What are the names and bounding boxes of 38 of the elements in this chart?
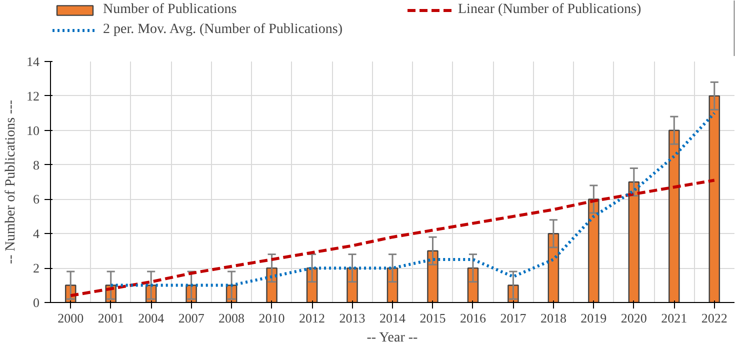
bar <box>628 181 640 302</box>
x-tick-label: 2021 <box>661 310 688 326</box>
bar <box>668 130 680 302</box>
legend-label: Number of Publications <box>103 2 238 18</box>
y-tick-label: 6 <box>33 192 40 207</box>
y-tick-label: 4 <box>33 226 40 242</box>
x-tick-label: 2016 <box>460 310 486 326</box>
legend-label: 2 per. Mov. Avg. (Number of Publications) <box>103 22 344 38</box>
x-tick-label: 2020 <box>620 310 647 326</box>
legend-label: Linear (Number of Publications) <box>458 2 642 18</box>
bar <box>708 95 720 302</box>
x-tick-label: 2019 <box>580 310 607 326</box>
x-tick-label: 2022 <box>701 310 728 326</box>
y-tick-label: 2 <box>33 260 40 276</box>
x-tick-label: 2017 <box>500 310 527 326</box>
y-tick-label: 12 <box>26 88 40 104</box>
x-tick-label: 2018 <box>540 310 566 326</box>
x-tick-label: 2007 <box>178 310 205 326</box>
x-tick-label: 2015 <box>420 310 446 326</box>
y-tick-label: 0 <box>33 295 40 310</box>
y-tick-label: 14 <box>26 54 40 69</box>
x-tick-label: 2014 <box>380 310 406 326</box>
line-series <box>69 178 716 298</box>
x-axis-title: -- Year -- <box>366 330 418 346</box>
bar <box>427 250 438 302</box>
y-tick-label: 10 <box>26 122 40 138</box>
x-tick-label: 2010 <box>258 310 285 326</box>
bar <box>548 233 560 302</box>
x-tick-label: 2012 <box>299 310 326 326</box>
x-tick-label: 2001 <box>98 310 124 326</box>
x-tick-label: 2008 <box>218 310 245 326</box>
bar <box>588 198 600 302</box>
x-tick-label: 2004 <box>138 310 165 326</box>
x-tick-label: 2000 <box>58 310 84 326</box>
y-tick-label: 8 <box>33 157 40 172</box>
line-series <box>109 112 716 287</box>
y-axis-title: -- Number of Publications --- <box>4 100 18 264</box>
x-tick-label: 2013 <box>339 310 366 326</box>
